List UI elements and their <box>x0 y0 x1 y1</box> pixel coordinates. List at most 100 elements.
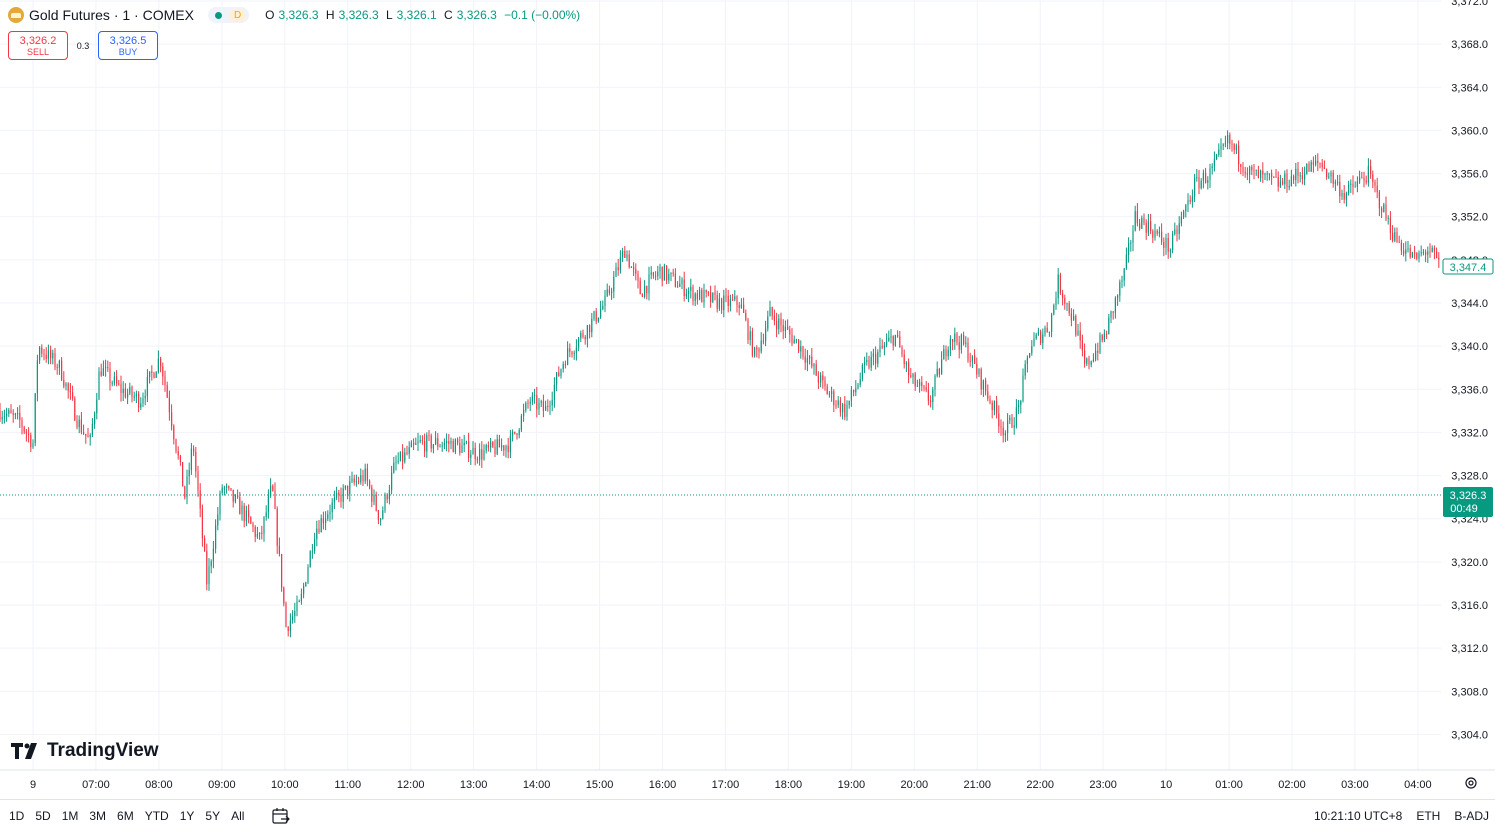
candle-body <box>1429 251 1431 253</box>
candle-body <box>1271 173 1273 177</box>
tradingview-logo[interactable]: TradingView <box>11 740 159 762</box>
candle-body <box>1438 257 1440 260</box>
adjustment-toggle[interactable]: B-ADJ <box>1454 809 1489 823</box>
candle-body <box>980 369 982 390</box>
candle-body <box>391 472 393 491</box>
symbol-legend[interactable]: Gold Futures · 1 · COMEX D O 3,326.3 H 3,3… <box>8 5 584 25</box>
calendar-goto-icon[interactable] <box>271 807 291 825</box>
status-badges[interactable]: D <box>207 7 250 23</box>
delayed-badge[interactable]: D <box>228 8 247 22</box>
candle-body <box>580 333 582 339</box>
current-price-tag[interactable] <box>1443 487 1493 517</box>
candle-body <box>1125 254 1127 269</box>
candle-body <box>83 432 85 434</box>
candle-body <box>1145 222 1147 233</box>
buy-button[interactable]: 3,326.5 BUY <box>98 31 158 60</box>
candle-body <box>681 279 683 284</box>
candle-body <box>470 454 472 458</box>
current-price-tag-price: 3,326.3 <box>1450 490 1487 502</box>
range-all[interactable]: All <box>231 809 245 823</box>
candle-body <box>850 389 852 401</box>
candle-body <box>894 334 896 346</box>
candle-body <box>8 410 10 414</box>
candle-body <box>201 508 203 539</box>
candle-body <box>809 356 811 359</box>
candle-body <box>210 561 212 567</box>
candle-body <box>705 290 707 293</box>
candle-body <box>78 419 80 428</box>
range-6m[interactable]: 6M <box>117 809 134 823</box>
candle-body <box>773 315 775 322</box>
x-tick-label: 18:00 <box>775 779 803 791</box>
range-5y[interactable]: 5Y <box>205 809 221 823</box>
candle-body <box>204 538 206 552</box>
settings-gear-icon[interactable] <box>1464 776 1478 790</box>
candle-body <box>285 603 287 627</box>
candle-body <box>199 490 201 509</box>
candle-body <box>1097 350 1099 353</box>
price-chart[interactable]: 3,372.0 3,368.0 3,364.0 3,360.0 3,356.0 3,352… <box>0 0 1495 800</box>
candle-body <box>465 441 467 443</box>
candle-body <box>283 587 285 604</box>
session-toggle[interactable]: ETH <box>1416 809 1441 823</box>
candle-body <box>168 397 170 413</box>
candle-body <box>1427 251 1429 255</box>
candle-body <box>985 380 987 392</box>
candle-body <box>1367 166 1369 183</box>
candle-body <box>364 468 366 482</box>
candle-body <box>714 292 716 295</box>
candle-body <box>226 486 228 488</box>
candle-body <box>1422 251 1424 253</box>
candle-body <box>624 250 626 258</box>
candle-body <box>789 329 791 335</box>
candle-body <box>1200 180 1202 189</box>
candle-body <box>1224 143 1226 145</box>
candle-body <box>382 510 384 519</box>
candle-body <box>428 434 430 436</box>
candle-body <box>1403 250 1405 254</box>
candle-body <box>1396 231 1398 242</box>
range-ytd[interactable]: YTD <box>144 809 169 823</box>
price-axis[interactable]: 3,372.0 3,368.0 3,364.0 3,360.0 3,356.0 3,352… <box>1451 0 1488 741</box>
candle-body <box>36 360 38 394</box>
candle-body <box>98 371 100 400</box>
x-tick-label: 20:00 <box>901 779 929 791</box>
candle-body <box>1185 205 1187 212</box>
candle-body <box>494 446 496 455</box>
candle-body <box>1436 251 1438 258</box>
candle-body <box>1066 303 1068 305</box>
candle-body <box>1411 252 1413 258</box>
range-1y[interactable]: 1Y <box>179 809 195 823</box>
candle-body <box>1268 173 1270 175</box>
range-1d[interactable]: 1D <box>9 809 25 823</box>
time-axis[interactable]: 9 07:00 08:00 09:00 10:00 11:00 12:00 13:00 14:0… <box>0 769 1495 791</box>
candle-body <box>655 275 657 277</box>
range-5d[interactable]: 5D <box>35 809 51 823</box>
symbol-title[interactable]: Gold Futures · 1 · COMEX <box>29 7 194 23</box>
candle-body <box>1029 353 1031 358</box>
candle-body <box>54 353 56 368</box>
y-tick-label: 3,352.0 <box>1451 212 1488 224</box>
range-3m[interactable]: 3M <box>89 809 107 823</box>
candle-body <box>866 360 868 362</box>
candle-body <box>94 413 96 424</box>
candle-body <box>239 497 241 515</box>
candle-body <box>1293 176 1295 180</box>
clock-time[interactable]: 10:21:10 UTC+8 <box>1313 809 1403 823</box>
y-tick-label: 3,356.0 <box>1451 169 1488 181</box>
candle-body <box>351 478 353 482</box>
candle-body <box>505 445 507 451</box>
candle-body <box>492 441 494 447</box>
candle-body <box>186 476 188 498</box>
candle-body <box>485 445 487 451</box>
candle-body <box>1198 177 1200 189</box>
candle-body <box>925 387 927 390</box>
candle-body <box>751 331 753 356</box>
candle-body <box>435 438 437 445</box>
chart-grid <box>0 0 1441 770</box>
candle-body <box>941 359 943 375</box>
sell-button[interactable]: 3,326.2 SELL <box>8 31 68 60</box>
candle-body <box>127 393 129 398</box>
current-price-tag-countdown: 00:49 <box>1450 503 1478 515</box>
range-1m[interactable]: 1M <box>61 809 79 823</box>
